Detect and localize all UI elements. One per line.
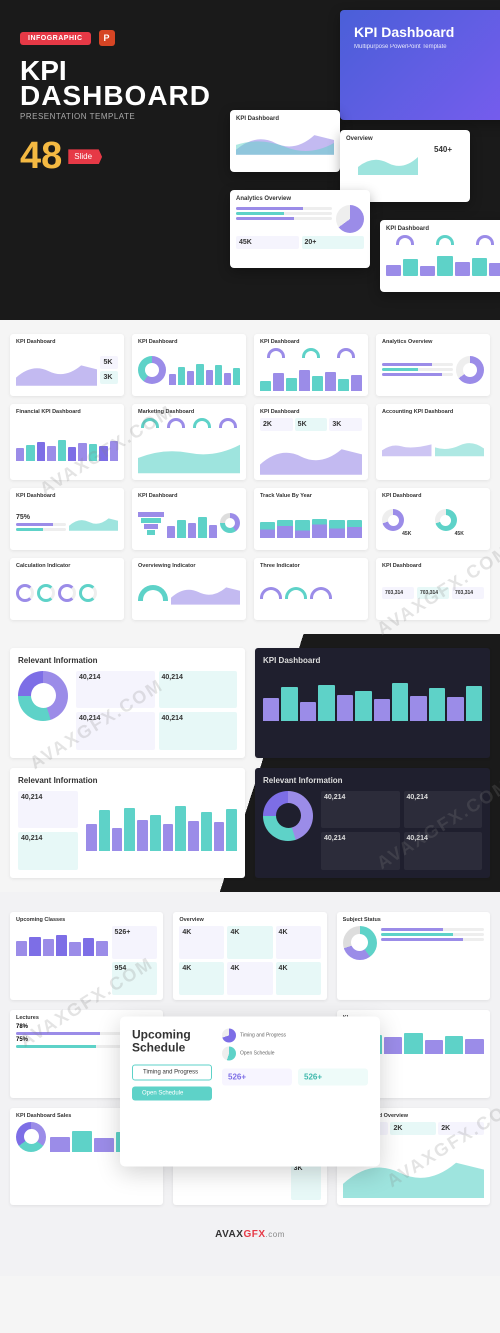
slide-thumb[interactable]: KPI Dashboard [254, 334, 368, 396]
open-schedule-button[interactable]: Open Schedule [132, 1087, 212, 1101]
slide-thumb[interactable]: Financial KPI Dashboard [10, 404, 124, 480]
footer-logo: AVAXGFX.com [10, 1223, 490, 1246]
powerpoint-icon: P [99, 30, 115, 46]
slide-thumb[interactable]: KPI Dashboard2K5K3K [254, 404, 368, 480]
timing-button[interactable]: Timing and Progress [132, 1065, 212, 1081]
stat-card: 526+ [222, 1069, 292, 1086]
hero-tile: KPI Dashboard [230, 110, 340, 172]
hero-tile-main: KPI Dashboard Multipurpose PowerPoint Te… [340, 10, 500, 120]
infographic-badge: INFOGRAPHIC [20, 32, 91, 45]
slide-thumb[interactable]: KPI Dashboard75% [10, 488, 124, 550]
slide-thumb[interactable]: Overview4K4K4K4K4K4K [173, 912, 326, 1000]
slide-thumb[interactable]: Accounting KPI Dashboard [376, 404, 490, 480]
slide-thumb[interactable]: Relevant Information40,21440,21440,21440… [10, 648, 245, 758]
hero-section: INFOGRAPHIC P KPI DASHBOARD PRESENTATION… [0, 0, 500, 320]
slides-grid-2: AVAXGFX.COM AVAXGFX.COM Relevant Informa… [0, 634, 500, 892]
slide-thumb[interactable]: KPI Dashboard [255, 648, 490, 758]
slide-thumb[interactable]: Subject Status [337, 912, 490, 1000]
slide-count: 48 [20, 135, 62, 178]
slide-thumb[interactable]: Relevant Information40,21440,214 [10, 768, 245, 878]
hero-tile: KPI Dashboard [380, 220, 500, 292]
slides-grid-1: AVAXGFX.COM AVAXGFX.COM KPI Dashboard5K3… [0, 320, 500, 634]
slide-thumb[interactable]: KPI Dashboard [132, 334, 246, 396]
slide-thumb[interactable]: Overviewing Indicator [132, 558, 246, 620]
slide-thumb[interactable]: Track Value By Year [254, 488, 368, 550]
slide-thumb[interactable]: KPI Dashboard5K3K [10, 334, 124, 396]
slide-thumb[interactable]: Relevant Information40,21440,21440,21440… [255, 768, 490, 878]
slide-thumb[interactable]: KPI Dashboard [132, 488, 246, 550]
featured-slide: Upcoming Schedule Timing and Progress Op… [120, 1017, 380, 1167]
slide-thumb[interactable]: Calculation Indicator [10, 558, 124, 620]
slide-thumb[interactable]: Three Indicator [254, 558, 368, 620]
slide-thumb[interactable]: KPI Dashboard703,314703,314703,314 [376, 558, 490, 620]
hero-tile: Analytics Overview 45K 20+ [230, 190, 370, 268]
slide-thumb[interactable]: Upcoming Classes526+954 [10, 912, 163, 1000]
slide-label: Slide [68, 149, 102, 164]
slide-thumb[interactable]: Marketing Dashboard [132, 404, 246, 480]
slide-thumb[interactable]: KPI Dashboard45K45K [376, 488, 490, 550]
slides-grid-3: AVAXGFX.COM AVAXGFX.COM Upcoming Classes… [0, 892, 500, 1277]
stat-card: 526+ [298, 1069, 368, 1086]
slide-thumb[interactable]: Analytics Overview [376, 334, 490, 396]
